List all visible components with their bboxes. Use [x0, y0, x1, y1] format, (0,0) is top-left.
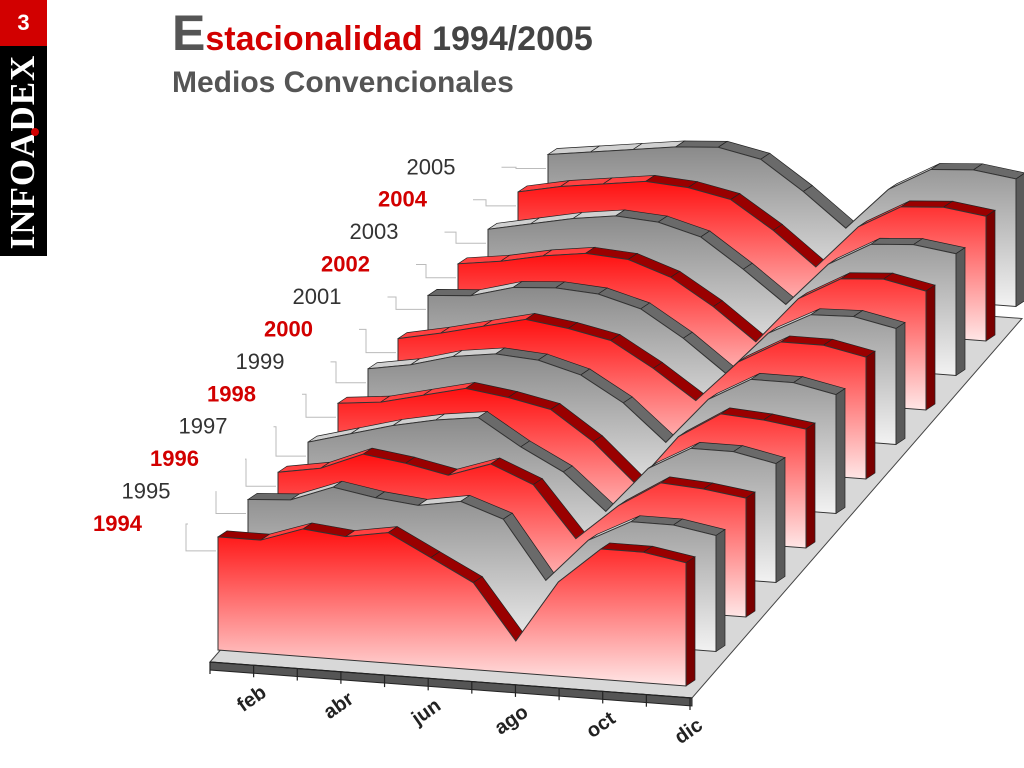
- x-tick-label-abr: abr: [320, 688, 358, 724]
- x-tick-label-feb: feb: [233, 681, 270, 716]
- logo-dot: [31, 128, 39, 136]
- series-2002-end-cap: [925, 284, 936, 411]
- series-1999-leader: [330, 361, 366, 384]
- series-1998-leader: [302, 393, 336, 418]
- series-1994-end-cap: [685, 556, 696, 687]
- series-label-2000: 2000: [264, 316, 313, 341]
- series-label-1995: 1995: [122, 479, 171, 504]
- series-2004-end-cap: [985, 209, 996, 342]
- series-label-1996: 1996: [150, 446, 199, 471]
- series-2000-leader: [359, 328, 396, 354]
- series-1995-end-cap: [715, 528, 726, 653]
- x-tick-label-ago: ago: [491, 701, 533, 739]
- series-label-1997: 1997: [179, 414, 228, 439]
- series-2001-end-cap: [895, 321, 906, 446]
- series-label-2001: 2001: [293, 284, 342, 309]
- series-2003-leader: [444, 231, 486, 244]
- series-2003-end-cap: [955, 247, 966, 377]
- slide-number: 3: [0, 0, 47, 46]
- series-1994: [216, 522, 696, 687]
- logo-bar: 3 INFOADEX: [0, 0, 47, 256]
- x-tick-label-oct: oct: [582, 707, 619, 742]
- series-1997-end-cap: [775, 456, 786, 584]
- series-label-1998: 1998: [207, 381, 256, 406]
- series-label-2004: 2004: [378, 187, 428, 212]
- series-1999-end-cap: [835, 387, 846, 515]
- x-tick-label-jun: jun: [407, 694, 445, 730]
- series-label-1999: 1999: [236, 349, 285, 374]
- series-label-2003: 2003: [350, 219, 399, 244]
- series-label-1994: 1994: [93, 511, 143, 536]
- series-2004-leader: [473, 199, 516, 207]
- series-1996-end-cap: [745, 491, 756, 618]
- page-subtitle: Medios Convencionales: [172, 66, 514, 99]
- series-1995-leader: [215, 491, 246, 514]
- title-word: stacionalidad: [205, 20, 423, 58]
- series-label-2002: 2002: [321, 252, 370, 277]
- series-1997-leader: [273, 426, 306, 457]
- title-initial: E: [172, 5, 206, 61]
- series-1994-leader: [185, 523, 216, 552]
- series-1994-area: [217, 528, 687, 687]
- series-1996-leader: [245, 458, 276, 487]
- series-1998-end-cap: [805, 422, 816, 549]
- series-2005-leader: [501, 166, 546, 169]
- x-tick-label-dic: dic: [671, 714, 707, 749]
- series-labels: 2005 2004 2003 2002 2001 2000 1999 1998 1997 1996…: [93, 154, 546, 552]
- page-title: Estacionalidad 1994/2005: [172, 4, 593, 62]
- series-2002-leader: [416, 264, 456, 279]
- series-label-2005: 2005: [407, 154, 456, 179]
- chart-series: [216, 140, 1024, 687]
- series-2000-end-cap: [865, 350, 876, 480]
- series-2001-leader: [387, 296, 426, 310]
- x-axis-line: [209, 661, 693, 699]
- series-2005-end-cap: [1015, 173, 1024, 308]
- title-years: 1994/2005: [432, 20, 593, 58]
